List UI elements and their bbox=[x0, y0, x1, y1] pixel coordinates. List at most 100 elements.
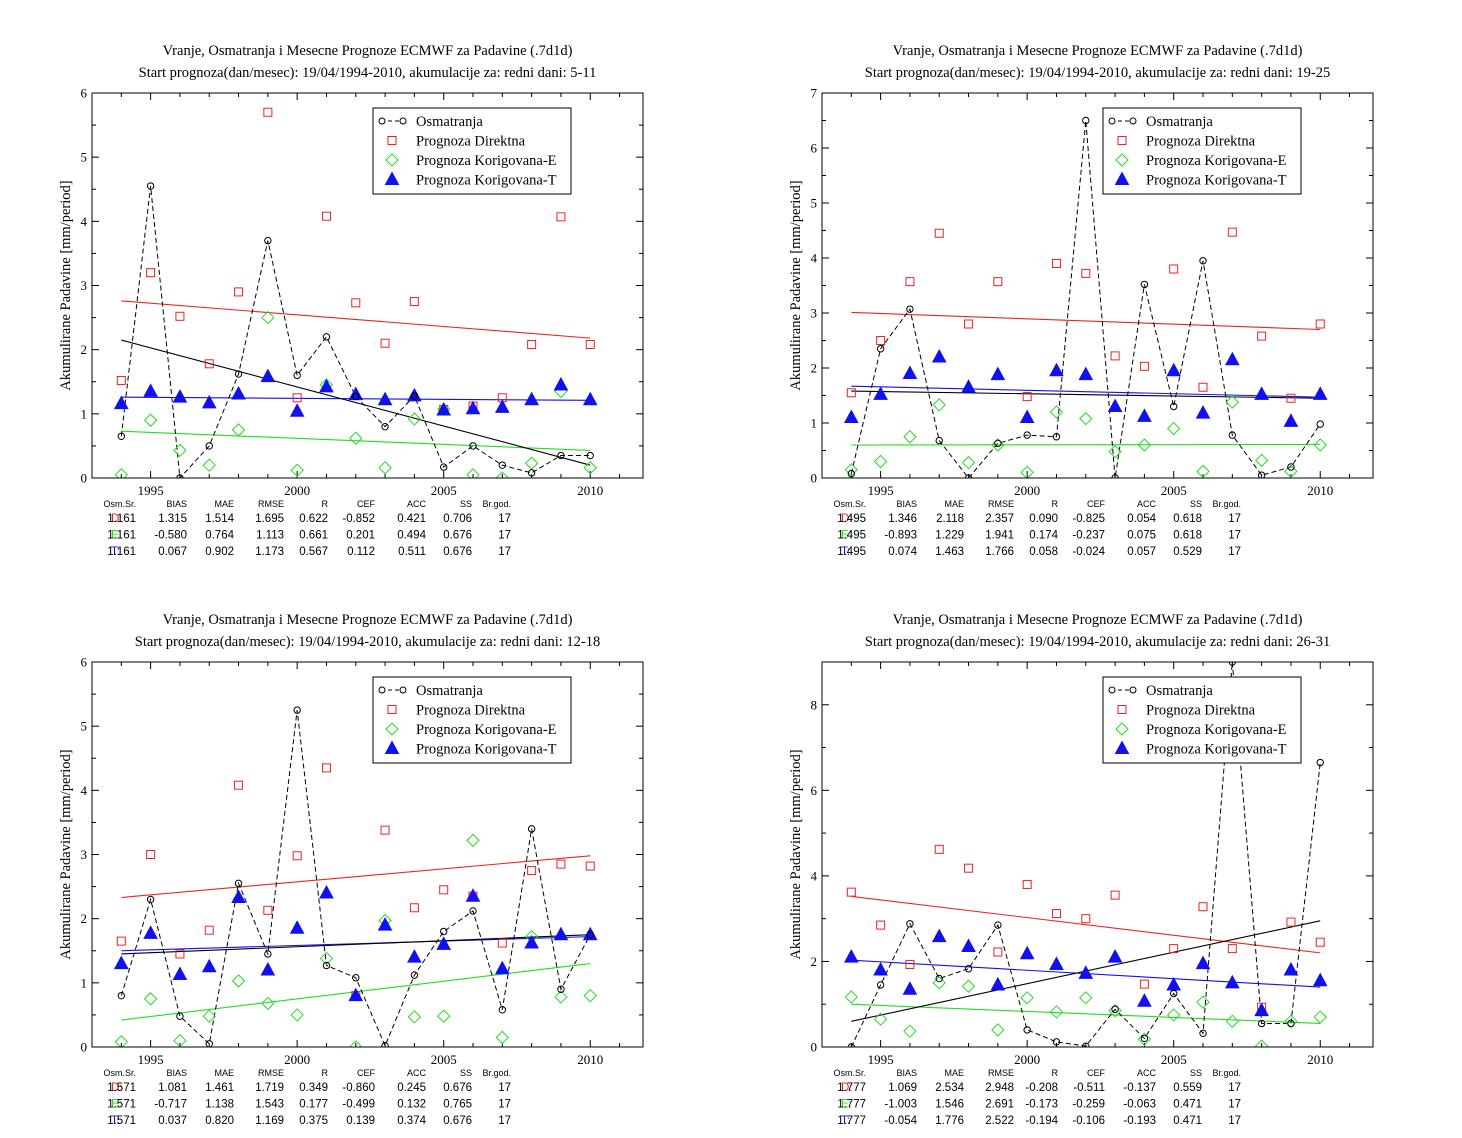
y-tick-label: 4 bbox=[81, 214, 88, 229]
marker-corr-e bbox=[495, 1030, 510, 1045]
marker-obs bbox=[352, 974, 360, 982]
y-tick-label: 1 bbox=[811, 416, 818, 431]
stats-value: 2.118 bbox=[936, 513, 964, 525]
marker-obs bbox=[1228, 431, 1237, 439]
stats-value: 17 bbox=[1228, 530, 1241, 542]
marker-obs bbox=[847, 1043, 856, 1047]
marker-obs bbox=[1170, 989, 1178, 998]
marker-direct bbox=[175, 949, 185, 959]
series-line-obs bbox=[120, 185, 591, 478]
marker-obs bbox=[264, 950, 272, 958]
stats-value: 17 bbox=[1228, 546, 1241, 558]
marker-corr-t bbox=[990, 976, 1006, 991]
legend-entry-obs: Osmatranja bbox=[416, 114, 483, 130]
stats-header: ACC bbox=[1137, 1068, 1157, 1078]
y-tick-label: 6 bbox=[81, 86, 88, 101]
stats-row-label: T: bbox=[111, 546, 120, 558]
stats-value: -0.511 bbox=[1073, 1082, 1105, 1094]
marker-corr-e bbox=[583, 988, 597, 1003]
stats-value: -0.237 bbox=[1072, 530, 1105, 542]
marker-corr-e bbox=[1020, 465, 1034, 478]
marker-direct bbox=[846, 388, 856, 398]
marker-corr-t bbox=[436, 936, 452, 950]
stats-header: SS bbox=[1190, 1068, 1202, 1078]
marker-direct bbox=[1257, 331, 1267, 341]
stats-value: -0.852 bbox=[342, 513, 375, 525]
stats-header: RMSE bbox=[258, 1068, 284, 1078]
marker-obs bbox=[557, 451, 565, 460]
series-line-obs bbox=[850, 120, 1321, 478]
legend: Osmatranja Prognoza Direktna Prognoza Kori… bbox=[372, 676, 572, 764]
marker-corr-t bbox=[1049, 362, 1064, 377]
stats-table: Osm.Sr. BIAS MAE RMSE R CEF ACC SS Br.god.D:1.16… bbox=[103, 499, 511, 558]
stats-value: 0.054 bbox=[1127, 513, 1156, 525]
stats-value: 0.902 bbox=[205, 546, 234, 558]
marker-direct bbox=[1051, 259, 1061, 268]
marker-corr-t bbox=[1078, 366, 1094, 381]
legend-entry-corr-e: Prognoza Korigovana-E bbox=[416, 153, 557, 169]
y-tick-label: 5 bbox=[811, 196, 818, 211]
legend-marker-corr-t bbox=[1114, 740, 1130, 754]
marker-obs bbox=[1170, 402, 1178, 411]
stats-value: 1.571 bbox=[107, 1099, 136, 1111]
marker-direct bbox=[409, 903, 419, 913]
plot-area bbox=[843, 662, 1328, 1047]
stats-value: 17 bbox=[498, 546, 511, 558]
marker-obs bbox=[1023, 1026, 1031, 1034]
marker-direct bbox=[905, 959, 915, 969]
x-tick-label: 2010 bbox=[577, 1052, 603, 1067]
marker-corr-e bbox=[349, 431, 363, 445]
marker-obs bbox=[527, 469, 536, 477]
stats-value: -0.106 bbox=[1072, 1115, 1105, 1127]
chart-title: Vranje, Osmatranja i Mesecne Prognoze EC… bbox=[893, 612, 1303, 628]
marker-corr-t bbox=[113, 955, 129, 970]
marker-obs bbox=[1199, 1029, 1207, 1038]
marker-direct bbox=[175, 311, 185, 321]
y-tick-label: 7 bbox=[811, 86, 818, 101]
stats-header: CEF bbox=[1087, 499, 1106, 509]
x-tick-label: 2000 bbox=[284, 1052, 310, 1067]
stats-value: 1.081 bbox=[158, 1082, 187, 1094]
stats-header: CEF bbox=[357, 1068, 376, 1078]
stats-value: 2.948 bbox=[985, 1082, 1014, 1094]
marker-corr-e bbox=[991, 1023, 1005, 1037]
x-tick-label: 1995 bbox=[868, 1052, 894, 1067]
legend-entry-corr-e: Prognoza Korigovana-E bbox=[1146, 722, 1287, 738]
legend: Osmatranja Prognoza Direktna Prognoza Kori… bbox=[372, 107, 572, 195]
stats-row-label: E: bbox=[841, 1099, 852, 1111]
y-tick-label: 4 bbox=[811, 251, 818, 266]
stats-value: 1.315 bbox=[158, 513, 187, 525]
marker-obs bbox=[440, 463, 448, 471]
legend-marker-obs bbox=[399, 117, 407, 125]
stats-value: -0.063 bbox=[1123, 1099, 1156, 1111]
marker-direct bbox=[556, 859, 566, 869]
marker-corr-e bbox=[961, 455, 976, 470]
marker-corr-t bbox=[407, 949, 422, 963]
y-tick-label: 0 bbox=[81, 1040, 88, 1055]
stats-value: 0.618 bbox=[1173, 530, 1202, 542]
marker-corr-e bbox=[1108, 1003, 1122, 1018]
marker-direct bbox=[1227, 227, 1237, 237]
marker-corr-t bbox=[1195, 405, 1211, 419]
marker-corr-e bbox=[319, 951, 334, 966]
marker-direct bbox=[321, 763, 331, 773]
x-tick-label: 2000 bbox=[1014, 483, 1040, 498]
marker-corr-t bbox=[348, 987, 364, 1002]
chart-panel-1: Vranje, Osmatranja i Mesecne Prognoze EC… bbox=[58, 43, 644, 558]
y-tick-label: 3 bbox=[81, 278, 88, 293]
marker-obs bbox=[234, 370, 243, 378]
stats-value: 0.559 bbox=[1173, 1082, 1202, 1094]
marker-corr-e bbox=[261, 996, 275, 1011]
stats-value: 0.567 bbox=[299, 546, 328, 558]
marker-corr-e bbox=[436, 1009, 451, 1023]
stats-value: 1.543 bbox=[255, 1099, 284, 1111]
marker-corr-e bbox=[143, 992, 158, 1006]
marker-corr-e bbox=[466, 468, 480, 478]
y-tick-label: 1 bbox=[81, 975, 88, 990]
marker-corr-t bbox=[1107, 398, 1123, 412]
marker-corr-e bbox=[903, 1024, 917, 1038]
legend: Osmatranja Prognoza Direktna Prognoza Kori… bbox=[1102, 676, 1302, 764]
marker-obs bbox=[935, 974, 943, 983]
y-axis-label: Akumulirane Padavine [mm/period] bbox=[788, 180, 804, 390]
